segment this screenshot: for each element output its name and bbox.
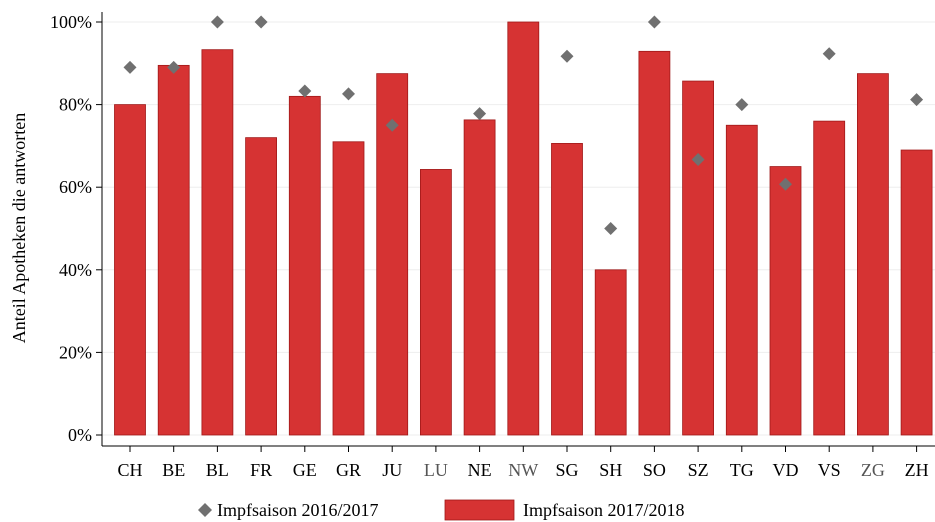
x-tick-label-fr: FR [250,460,272,480]
bar-series [114,21,933,436]
y-tick-label: 40% [59,260,92,280]
marker-sz [691,153,705,167]
bar-vd [769,166,802,436]
marker-ne [473,107,487,121]
legend-label-2016-2017: Impfsaison 2016/2017 [217,500,379,520]
x-tick-label-sz: SZ [688,460,709,480]
bar-sg [551,143,583,436]
bar-nw [507,21,540,436]
x-tick-label-sg: SG [555,460,578,480]
marker-series [123,15,924,235]
marker-sg [560,49,574,63]
x-tick-label-tg: TG [730,460,754,480]
y-tick-label: 20% [59,342,92,362]
x-tick-label-nw: NW [508,460,538,480]
marker-ju [385,118,399,132]
y-tick-label: 100% [50,12,92,32]
x-tick-label-zh: ZH [905,460,929,480]
bar-ju [376,73,409,436]
legend-label-2017-2018: Impfsaison 2017/2018 [523,500,685,520]
bar-sz [682,80,714,436]
marker-vd [779,177,792,191]
x-tick-label-so: SO [643,460,666,480]
x-tick-label-vd: VD [773,460,799,480]
legend-diamond-marker [198,503,212,517]
bar-ge [288,95,321,436]
bar-zh [900,149,933,436]
bar-lu [419,169,452,436]
marker-ch [123,60,137,74]
axes [101,12,935,447]
x-tick-label-ge: GE [293,460,317,480]
bar-bl [201,49,234,436]
x-tick-label-gr: GR [336,460,361,480]
bar-so [638,50,671,436]
x-tick-label-zg: ZG [861,460,885,480]
marker-so [647,15,661,29]
x-tick-label-ju: JU [382,460,402,480]
legend: Impfsaison 2016/2017 Impfsaison 2017/201… [198,499,685,521]
bar-fr [245,137,278,436]
bar-tg [725,124,758,436]
bar-gr [332,141,365,436]
y-axis-title: Anteil Apotheken die antworten [9,113,29,343]
marker-ge [298,84,312,98]
bar-be [157,64,190,436]
legend-bar-swatch [444,499,515,521]
marker-zh [910,93,924,107]
x-tick-label-ch: CH [117,460,142,480]
bar-zg [857,73,889,436]
x-tick-label-sh: SH [599,460,622,480]
marker-gr [342,87,355,101]
marker-fr [254,15,268,29]
marker-sh [604,222,618,235]
bar-ch [114,104,146,436]
bar-sh [594,269,627,436]
x-ticks: CH BE BL FR GE GR JU LU NE NW SG SH SO SZ TG VD VS ZG ZH [117,446,929,480]
x-tick-label-be: BE [162,460,185,480]
y-tick-label: 60% [59,177,92,197]
y-ticks: 0% 20% 40% 60% 80% 100% [50,12,102,445]
y-tick-label: 0% [68,425,92,445]
bar-ne [463,119,496,436]
bar-vs [813,120,846,436]
marker-bl [210,15,224,29]
x-tick-label-vs: VS [818,460,841,480]
marker-be [167,60,181,74]
y-tick-label: 80% [59,95,92,115]
marker-vs [822,47,836,61]
x-tick-label-bl: BL [206,460,229,480]
x-tick-label-ne: NE [468,460,492,480]
marker-tg [735,98,749,112]
x-tick-label-lu: LU [424,460,448,480]
